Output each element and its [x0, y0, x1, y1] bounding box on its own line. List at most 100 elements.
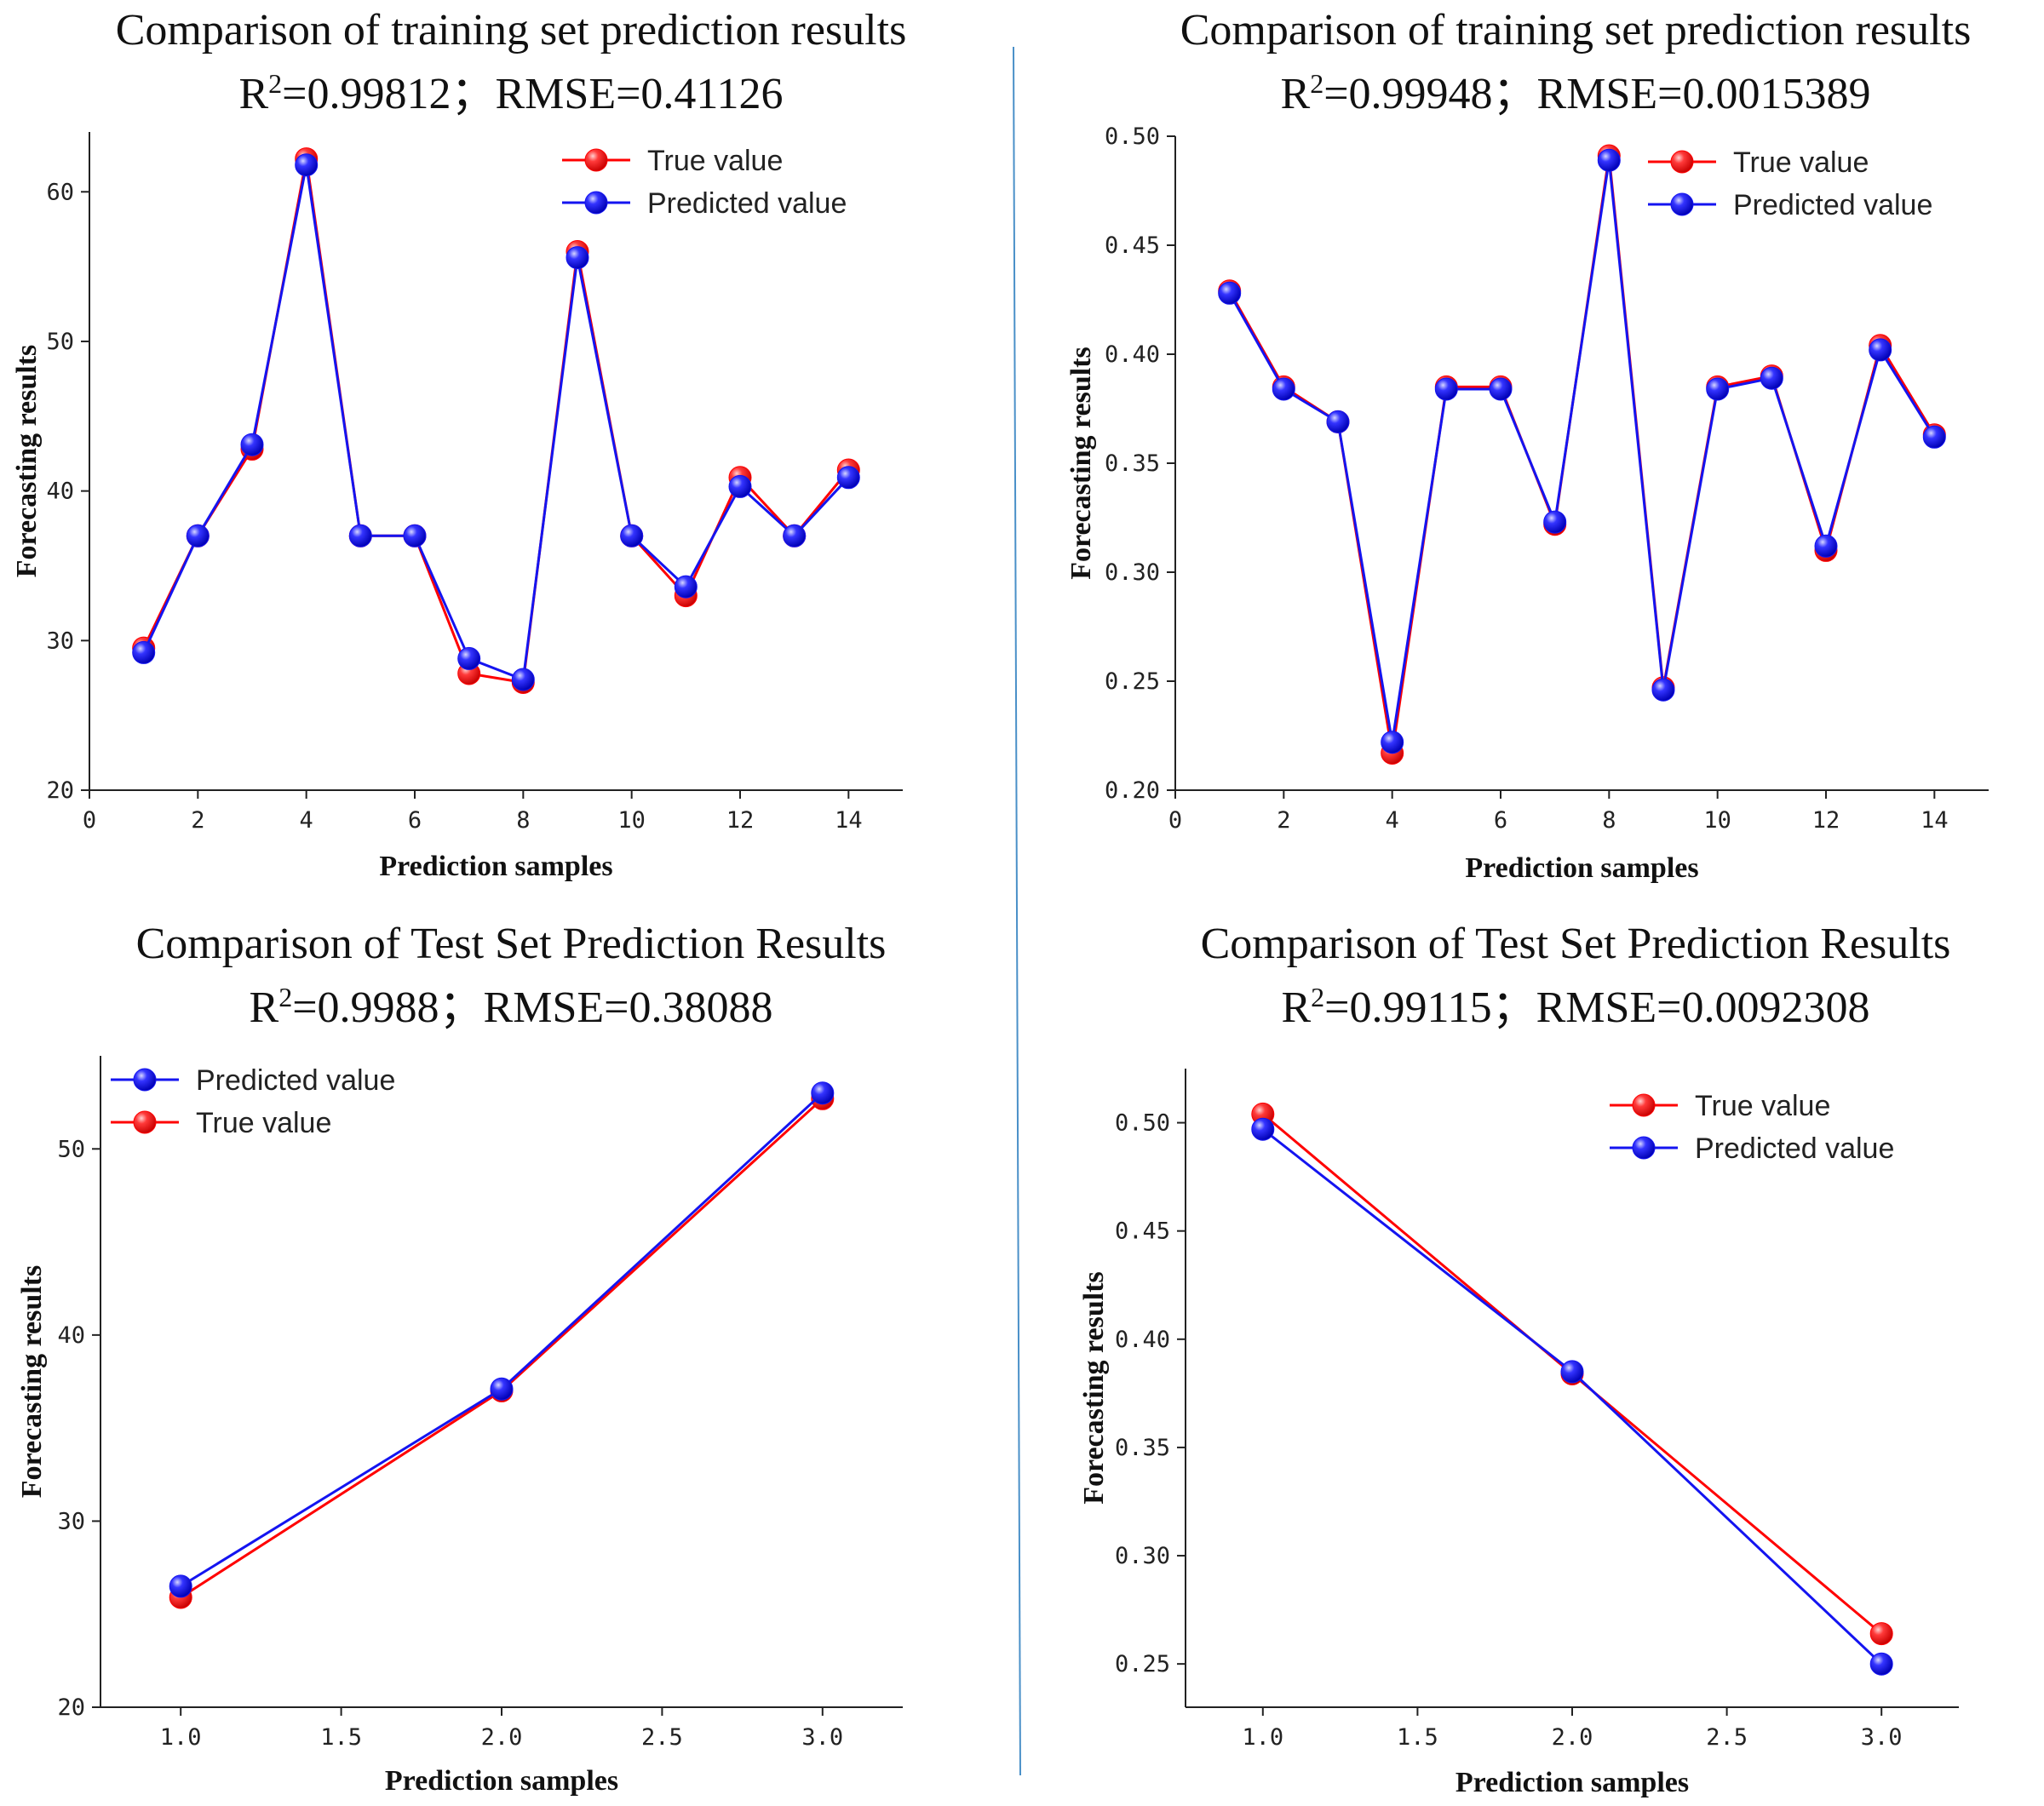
x-tick-label: 10	[1703, 807, 1731, 834]
x-tick-label: 10	[617, 807, 646, 834]
data-point-predicted-value	[240, 433, 264, 456]
y-tick-label: 0.50	[1105, 123, 1160, 150]
x-axis-label: Prediction samples	[385, 1765, 618, 1797]
data-point-predicted-value	[1597, 148, 1621, 172]
y-tick-label: 40	[46, 479, 74, 505]
legend-marker-predicted-value	[1670, 192, 1694, 216]
y-tick-label: 0.25	[1105, 668, 1160, 695]
chart-title: Comparison of training set prediction re…	[1180, 6, 1972, 54]
data-point-predicted-value	[1434, 377, 1458, 401]
x-tick-label: 2.5	[1706, 1724, 1748, 1751]
data-point-predicted-value	[1326, 410, 1350, 433]
data-point-predicted-value	[1218, 281, 1242, 305]
y-tick-label: 0.25	[1115, 1651, 1170, 1677]
legend-label-predicted-value: Predicted value	[647, 187, 847, 220]
series-line-predicted-value	[1261, 1128, 1883, 1666]
y-tick-label: 20	[57, 1694, 85, 1721]
legend-label-predicted-value: Predicted value	[1695, 1132, 1894, 1165]
x-tick-label: 3.0	[801, 1724, 843, 1751]
x-tick-label: 6	[408, 807, 422, 834]
x-tick-label: 1.0	[1242, 1724, 1283, 1751]
data-point-predicted-value	[295, 153, 319, 177]
x-tick-label: 2.5	[641, 1724, 683, 1751]
y-tick-label: 0.45	[1105, 232, 1160, 259]
chart-metrics: R2=0.99115；RMSE=0.0092308	[1281, 982, 1869, 1032]
legend-marker-predicted-value	[133, 1068, 157, 1092]
y-tick-label: 0.35	[1115, 1435, 1170, 1461]
chart-panel-test-2: Comparison of Test Set Prediction Result…	[1078, 920, 1959, 1798]
chart-title: Comparison of training set prediction re…	[116, 6, 907, 54]
data-point-predicted-value	[511, 668, 535, 691]
data-point-predicted-value	[1251, 1117, 1275, 1141]
x-axis-label: Prediction samples	[1465, 852, 1698, 884]
legend-item-true-value: True value	[562, 145, 783, 177]
chart-panel-train-1: Comparison of training set prediction re…	[11, 6, 906, 882]
data-point-predicted-value	[783, 524, 807, 548]
data-point-predicted-value	[186, 524, 210, 548]
chart-title: Comparison of Test Set Prediction Result…	[1201, 920, 1951, 968]
chart-metrics: R2=0.99812；RMSE=0.41126	[238, 68, 783, 118]
data-point-predicted-value	[1869, 1652, 1893, 1676]
legend: True value Predicted value	[1610, 1090, 1894, 1165]
y-tick-label: 0.20	[1105, 777, 1160, 804]
data-point-true-value	[1869, 1622, 1893, 1646]
legend: Predicted value True value	[111, 1064, 395, 1139]
legend-marker-true-value	[1632, 1093, 1656, 1117]
legend-label-predicted-value: Predicted value	[196, 1064, 395, 1097]
series-line-predicted-value	[1228, 159, 1936, 742]
series-predicted-value	[169, 1081, 835, 1598]
x-tick-label: 14	[1921, 807, 1949, 834]
x-tick-label: 8	[1602, 807, 1616, 834]
legend: True value Predicted value	[562, 145, 847, 220]
legend-label-true-value: True value	[196, 1107, 331, 1139]
legend-label-true-value: True value	[1733, 146, 1869, 179]
chart-panel-train-2: Comparison of training set prediction re…	[1065, 6, 1989, 884]
x-tick-label: 6	[1494, 807, 1507, 834]
series-true-value	[132, 147, 860, 694]
data-point-predicted-value	[348, 524, 372, 548]
x-tick-label: 1.5	[1397, 1724, 1438, 1751]
x-tick-label: 2	[191, 807, 204, 834]
data-point-predicted-value	[728, 474, 752, 498]
legend-item-true-value: True value	[1610, 1090, 1830, 1122]
data-point-predicted-value	[490, 1377, 514, 1401]
data-point-predicted-value	[674, 575, 698, 599]
x-tick-label: 3.0	[1861, 1724, 1903, 1751]
y-tick-label: 50	[46, 329, 74, 355]
data-point-predicted-value	[1869, 338, 1892, 362]
data-point-predicted-value	[1560, 1360, 1584, 1384]
x-tick-label: 4	[300, 807, 313, 834]
x-tick-label: 0	[1168, 807, 1182, 834]
x-tick-label: 4	[1386, 807, 1399, 834]
panels-root: Comparison of training set prediction re…	[11, 6, 1989, 1798]
legend-item-true-value: True value	[1648, 146, 1869, 179]
data-point-predicted-value	[1706, 377, 1730, 401]
y-tick-label: 0.35	[1105, 450, 1160, 477]
data-point-predicted-value	[1543, 510, 1567, 534]
y-axis-label: Forecasting results	[1078, 1271, 1110, 1505]
y-axis-label: Forecasting results	[11, 345, 43, 578]
data-point-predicted-value	[811, 1081, 835, 1105]
legend-item-true-value: True value	[111, 1107, 331, 1139]
legend-item-predicted-value: Predicted value	[1610, 1132, 1894, 1165]
data-point-predicted-value	[1489, 377, 1513, 401]
chart-metrics: R2=0.9988；RMSE=0.38088	[250, 982, 773, 1032]
legend-marker-true-value	[1670, 150, 1694, 174]
chart-title: Comparison of Test Set Prediction Result…	[136, 920, 887, 968]
x-tick-label: 12	[726, 807, 755, 834]
y-tick-label: 50	[57, 1136, 85, 1162]
legend-marker-true-value	[584, 148, 608, 172]
series-line-true-value	[1228, 155, 1936, 754]
series-true-value	[1218, 144, 1946, 765]
series-predicted-value	[1218, 148, 1946, 754]
y-tick-label: 0.50	[1115, 1110, 1170, 1137]
data-point-predicted-value	[1814, 534, 1838, 558]
data-point-predicted-value	[566, 246, 589, 270]
x-tick-label: 12	[1812, 807, 1840, 834]
y-tick-label: 0.30	[1115, 1543, 1170, 1569]
x-tick-label: 2.0	[481, 1724, 523, 1751]
y-axis-label: Forecasting results	[1065, 347, 1097, 580]
series-line-true-value	[142, 158, 850, 685]
legend-marker-predicted-value	[584, 191, 608, 215]
data-point-predicted-value	[169, 1574, 192, 1598]
